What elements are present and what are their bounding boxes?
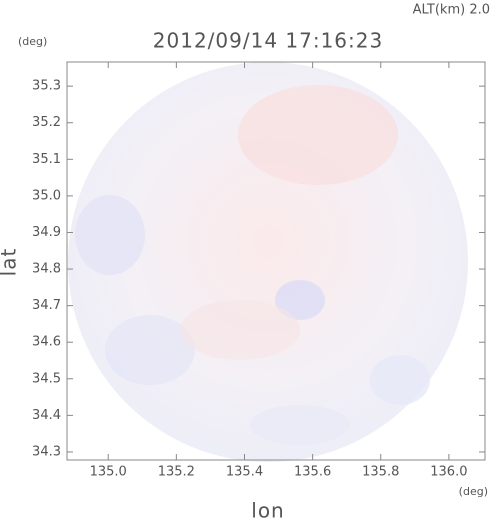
- ticks: 135.0 135.2 135.4 135.6 135.8 136.0 34.3 34.4 34…: [32, 62, 485, 480]
- y-tick-label: 34.5: [32, 371, 61, 386]
- x-tick-label: 136.0: [430, 465, 467, 480]
- y-tick-label: 35.3: [32, 79, 61, 94]
- x-tick-label: 135.0: [90, 465, 127, 480]
- echo-patch: [275, 280, 325, 320]
- y-tick-label: 34.3: [32, 444, 61, 459]
- echo-patch: [75, 195, 145, 275]
- echo-patch: [370, 355, 430, 405]
- y-tick-label: 34.9: [32, 225, 61, 240]
- x-tick-label: 135.8: [362, 465, 399, 480]
- x-unit: (deg): [459, 485, 488, 498]
- y-tick-label: 35.0: [32, 188, 61, 203]
- y-axis-label: lat: [0, 248, 21, 277]
- echo-patch: [180, 300, 300, 360]
- y-tick-label: 34.6: [32, 335, 61, 350]
- echo-patch: [238, 85, 398, 185]
- chart-title: 2012/09/14 17:16:23: [153, 29, 383, 53]
- x-tick-label: 135.6: [294, 465, 331, 480]
- altitude-label: ALT(km) 2.0: [413, 3, 490, 18]
- plot-frame: [66, 61, 486, 461]
- x-axis-label: lon: [251, 499, 284, 521]
- x-tick-label: 135.4: [226, 465, 263, 480]
- y-tick-label: 34.7: [32, 298, 61, 313]
- radar-field: [68, 62, 468, 462]
- echo-patch: [250, 405, 350, 445]
- y-unit: (deg): [18, 35, 47, 48]
- y-tick-label: 35.1: [32, 152, 61, 167]
- echo-patch: [105, 315, 195, 385]
- x-tick-label: 135.2: [158, 465, 195, 480]
- y-tick-label: 34.4: [32, 408, 61, 423]
- y-tick-label: 34.8: [32, 262, 61, 277]
- y-tick-label: 35.2: [32, 115, 61, 130]
